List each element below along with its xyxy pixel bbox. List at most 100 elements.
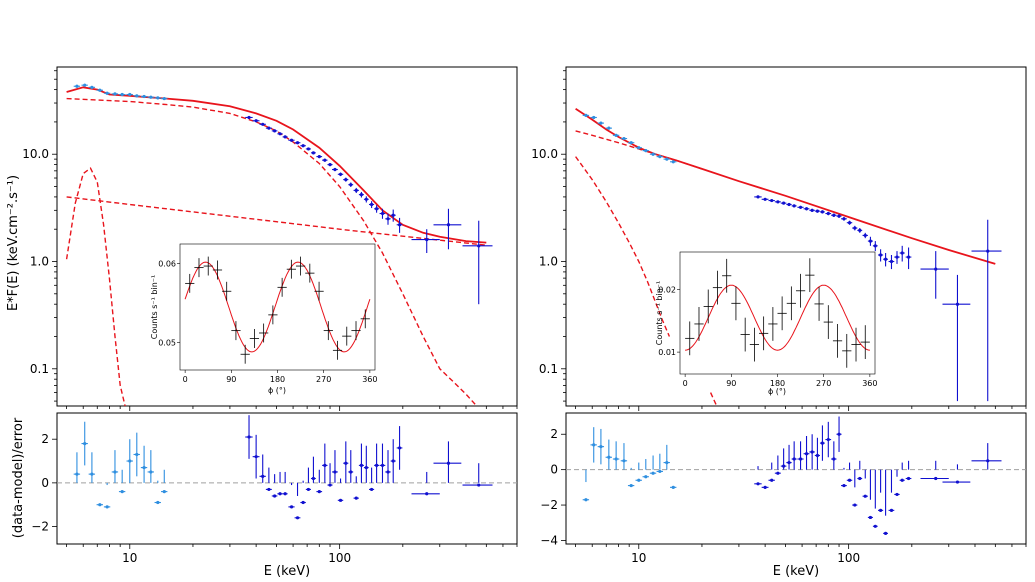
high-energy-residual-point bbox=[837, 432, 841, 436]
inset-x-tick-label: 360 bbox=[362, 375, 377, 384]
model-powerlaw-component bbox=[66, 196, 487, 246]
low-energy-data-point bbox=[90, 85, 94, 89]
high-energy-data-point bbox=[770, 198, 774, 203]
high-energy-residual-point bbox=[804, 452, 809, 456]
high-energy-residual-point bbox=[826, 437, 830, 442]
high-energy-residual-point bbox=[756, 482, 760, 486]
high-energy-data-point bbox=[380, 211, 385, 216]
left-inset-frame bbox=[179, 243, 376, 371]
high-energy-residual-point bbox=[446, 461, 451, 465]
low-energy-data-point bbox=[105, 91, 109, 95]
high-energy-residual-point bbox=[810, 450, 814, 454]
high-energy-data-point bbox=[338, 172, 343, 176]
right-spectrum-frame bbox=[565, 66, 1027, 407]
high-energy-residual-point bbox=[306, 487, 311, 492]
low-energy-residual-point bbox=[128, 459, 132, 463]
high-energy-residual-point bbox=[354, 496, 358, 500]
low-energy-data-point bbox=[607, 126, 611, 130]
model-line-component bbox=[575, 156, 671, 337]
left-spectrum-y-axis-label: E*F(E) (keV.cm⁻².s⁻¹) bbox=[6, 175, 21, 311]
left-spectrum-frame bbox=[56, 66, 518, 407]
high-energy-data-point bbox=[247, 115, 251, 120]
inset-x-tick-label: 90 bbox=[226, 375, 236, 384]
low-energy-data-point bbox=[142, 94, 146, 99]
model-line-component bbox=[65, 167, 126, 406]
high-energy-data-point bbox=[873, 244, 877, 248]
low-energy-residual-point bbox=[599, 445, 603, 449]
high-energy-residual-point bbox=[359, 463, 364, 467]
low-energy-data-point bbox=[584, 113, 588, 118]
right-inset-x-axis-label: ϕ (°) bbox=[768, 387, 786, 396]
high-energy-residual-point bbox=[842, 483, 846, 488]
high-energy-data-point bbox=[900, 251, 904, 255]
low-energy-data-point bbox=[149, 95, 153, 99]
high-energy-data-point bbox=[349, 183, 353, 187]
high-energy-residual-point bbox=[906, 476, 911, 481]
high-energy-residual-point bbox=[370, 487, 374, 492]
high-energy-residual-point bbox=[344, 461, 348, 465]
left-spectrum-panel: 0.1 1.0 10.0 E*F(E) (keV.cm⁻².s⁻¹) bbox=[6, 66, 518, 411]
left-inset: 0 90 180 270 360 0.05 0.06 Counts s⁻¹ bin⁻¹ ϕ … bbox=[150, 243, 378, 395]
y-tick-label: −4 bbox=[540, 533, 558, 547]
high-energy-residual-point bbox=[374, 463, 379, 467]
right-inset-frame bbox=[679, 251, 876, 375]
high-energy-data-point bbox=[858, 228, 862, 232]
inset-x-tick-label: 270 bbox=[316, 375, 331, 384]
low-energy-residual-point bbox=[614, 457, 618, 461]
high-energy-data-point bbox=[306, 147, 311, 151]
low-energy-data-point bbox=[599, 121, 603, 125]
high-energy-data-point bbox=[934, 267, 938, 271]
inset-x-tick-label: 360 bbox=[862, 379, 877, 388]
low-energy-residual-point bbox=[671, 485, 675, 489]
high-energy-residual-point bbox=[782, 464, 786, 468]
high-energy-data-point bbox=[295, 141, 300, 145]
low-energy-residual-point bbox=[622, 459, 626, 463]
high-energy-residual-point bbox=[247, 435, 251, 439]
y-tick-label: 10.0 bbox=[22, 147, 49, 161]
low-energy-residual-point bbox=[658, 469, 662, 474]
right-spectrum-panel: 0.1 1.0 10.0 bbox=[531, 66, 1027, 411]
right-residuals-plot-area: 10 100 −4 −2 0 2 bbox=[540, 416, 1027, 565]
high-energy-data-point bbox=[804, 207, 809, 211]
high-energy-data-point bbox=[273, 129, 277, 133]
high-energy-data-point bbox=[853, 226, 857, 230]
high-energy-data-point bbox=[815, 209, 820, 213]
plot-clip-group bbox=[575, 108, 1002, 406]
high-energy-residual-point bbox=[763, 485, 767, 489]
inset-pulse-model bbox=[184, 261, 371, 353]
high-energy-residual-point bbox=[301, 500, 305, 505]
high-energy-residual-point bbox=[868, 515, 873, 520]
x-tick-label: 10 bbox=[631, 551, 646, 565]
inset-y-tick-label: 0.02 bbox=[658, 286, 676, 295]
low-energy-residual-point bbox=[142, 465, 146, 470]
x-tick-label: 100 bbox=[328, 551, 351, 565]
high-energy-data-point bbox=[289, 138, 294, 142]
low-energy-data-point bbox=[644, 149, 648, 153]
high-energy-residual-point bbox=[883, 531, 888, 535]
low-energy-residual-point bbox=[156, 500, 160, 505]
low-energy-data-point bbox=[156, 96, 160, 100]
high-energy-data-point bbox=[863, 233, 867, 238]
model-total bbox=[575, 108, 996, 265]
y-tick-label: 0 bbox=[41, 476, 49, 490]
high-energy-residual-point bbox=[986, 459, 990, 463]
low-energy-residual-point bbox=[98, 503, 102, 507]
high-energy-residual-point bbox=[477, 483, 481, 487]
low-energy-data-point bbox=[658, 155, 662, 159]
high-energy-data-point bbox=[986, 249, 990, 253]
high-energy-residual-point bbox=[879, 508, 883, 512]
inset-x-tick-label: 180 bbox=[270, 375, 285, 384]
high-energy-residual-point bbox=[798, 457, 803, 461]
low-energy-residual-point bbox=[644, 475, 648, 479]
left-spectrum-plot-area: 0.1 1.0 10.0 bbox=[22, 70, 518, 411]
low-energy-data-point bbox=[162, 96, 166, 101]
low-energy-data-point bbox=[629, 141, 633, 145]
high-energy-residual-point bbox=[955, 480, 960, 484]
low-energy-data-point bbox=[75, 84, 79, 88]
y-tick-label: 0 bbox=[550, 463, 558, 477]
high-energy-residual-point bbox=[333, 470, 337, 474]
high-energy-residual-point bbox=[386, 470, 390, 474]
high-energy-data-point bbox=[756, 195, 760, 199]
inset-x-tick-label: 0 bbox=[683, 379, 688, 388]
low-energy-residual-point bbox=[120, 490, 124, 494]
